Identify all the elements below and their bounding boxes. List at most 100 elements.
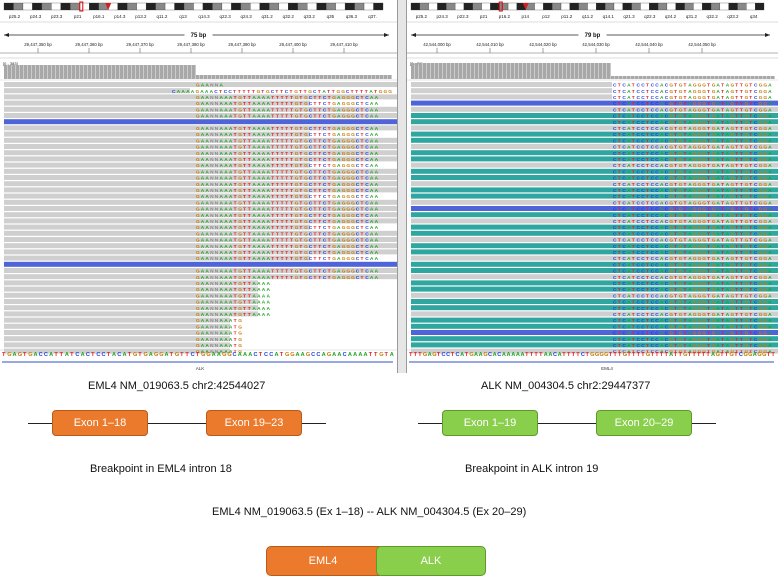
svg-text:A: A bbox=[229, 101, 233, 107]
svg-text:A: A bbox=[375, 256, 379, 262]
svg-text:C: C bbox=[655, 219, 659, 225]
svg-text:G: G bbox=[669, 194, 673, 200]
svg-text:T: T bbox=[735, 101, 738, 107]
svg-text:G: G bbox=[712, 349, 716, 355]
svg-text:T: T bbox=[735, 163, 738, 169]
svg-text:T: T bbox=[276, 101, 279, 107]
svg-text:A: A bbox=[229, 138, 233, 144]
svg-text:A: A bbox=[201, 238, 205, 244]
svg-text:A: A bbox=[660, 306, 664, 312]
svg-text:A: A bbox=[262, 275, 266, 281]
svg-text:A: A bbox=[267, 107, 271, 113]
svg-text:T: T bbox=[632, 213, 635, 219]
svg-text:T: T bbox=[248, 101, 251, 107]
svg-text:C: C bbox=[754, 120, 758, 126]
svg-text:T: T bbox=[646, 114, 649, 120]
svg-text:G: G bbox=[702, 281, 706, 287]
svg-text:G: G bbox=[669, 231, 673, 237]
svg-text:G: G bbox=[304, 163, 308, 169]
svg-text:T: T bbox=[299, 151, 302, 157]
svg-text:T: T bbox=[281, 145, 284, 151]
svg-text:C: C bbox=[309, 188, 313, 194]
svg-text:A: A bbox=[716, 331, 720, 337]
svg-text:A: A bbox=[716, 250, 720, 256]
svg-text:N: N bbox=[210, 275, 214, 281]
svg-text:A: A bbox=[768, 182, 772, 188]
svg-text:C: C bbox=[651, 324, 655, 330]
svg-text:T: T bbox=[740, 188, 743, 194]
svg-text:C: C bbox=[655, 213, 659, 219]
svg-text:G: G bbox=[745, 207, 749, 213]
svg-text:T: T bbox=[749, 262, 752, 268]
svg-text:A: A bbox=[768, 219, 772, 225]
svg-text:G: G bbox=[745, 83, 749, 89]
svg-text:G: G bbox=[763, 126, 767, 132]
svg-text:G: G bbox=[342, 101, 346, 107]
svg-text:N: N bbox=[215, 126, 219, 132]
svg-text:T: T bbox=[735, 349, 738, 355]
svg-text:C: C bbox=[553, 352, 557, 358]
svg-text:G: G bbox=[196, 293, 200, 299]
panel-divider[interactable] bbox=[397, 0, 407, 373]
svg-text:T: T bbox=[318, 182, 321, 188]
svg-text:T: T bbox=[271, 219, 274, 225]
svg-text:C: C bbox=[651, 151, 655, 157]
svg-text:G: G bbox=[238, 114, 242, 120]
svg-text:G: G bbox=[679, 250, 683, 256]
svg-text:G: G bbox=[745, 120, 749, 126]
svg-text:G: G bbox=[346, 231, 350, 237]
svg-text:G: G bbox=[731, 101, 735, 107]
cytoband-label: q34 bbox=[750, 14, 758, 19]
svg-text:T: T bbox=[749, 244, 752, 250]
svg-text:C: C bbox=[365, 200, 369, 206]
svg-text:A: A bbox=[627, 281, 631, 287]
svg-text:A: A bbox=[267, 225, 271, 231]
svg-text:A: A bbox=[205, 194, 209, 200]
svg-text:G: G bbox=[679, 324, 683, 330]
svg-text:A: A bbox=[660, 107, 664, 113]
svg-text:T: T bbox=[567, 352, 571, 358]
svg-text:G: G bbox=[712, 169, 716, 175]
svg-text:G: G bbox=[759, 151, 763, 157]
svg-text:T: T bbox=[674, 287, 677, 293]
svg-text:G: G bbox=[679, 151, 683, 157]
svg-text:A: A bbox=[688, 244, 692, 250]
svg-text:C: C bbox=[613, 231, 617, 237]
svg-text:T: T bbox=[180, 352, 184, 358]
svg-text:T: T bbox=[318, 157, 321, 163]
svg-text:G: G bbox=[763, 200, 767, 206]
svg-text:T: T bbox=[361, 169, 364, 175]
svg-text:A: A bbox=[726, 219, 730, 225]
svg-text:C: C bbox=[637, 225, 641, 231]
svg-text:A: A bbox=[257, 238, 261, 244]
svg-text:G: G bbox=[351, 114, 355, 120]
svg-text:C: C bbox=[365, 101, 369, 107]
svg-text:A: A bbox=[201, 225, 205, 231]
svg-text:G: G bbox=[304, 238, 308, 244]
svg-text:T: T bbox=[618, 306, 621, 312]
svg-text:T: T bbox=[318, 101, 321, 107]
svg-text:C: C bbox=[356, 132, 360, 138]
svg-text:C: C bbox=[613, 213, 617, 219]
svg-text:T: T bbox=[735, 343, 738, 349]
svg-text:T: T bbox=[674, 250, 677, 256]
svg-text:A: A bbox=[267, 200, 271, 206]
svg-text:C: C bbox=[637, 107, 641, 113]
svg-text:G: G bbox=[196, 151, 200, 157]
svg-text:A: A bbox=[660, 337, 664, 343]
svg-text:A: A bbox=[257, 151, 261, 157]
svg-text:G: G bbox=[238, 188, 242, 194]
svg-text:G: G bbox=[238, 256, 242, 262]
svg-text:T: T bbox=[740, 89, 743, 95]
svg-text:T: T bbox=[243, 157, 246, 163]
svg-text:A: A bbox=[660, 231, 664, 237]
svg-text:T: T bbox=[735, 182, 738, 188]
svg-text:G: G bbox=[745, 337, 749, 343]
svg-text:G: G bbox=[7, 352, 11, 358]
svg-text:T: T bbox=[740, 349, 743, 355]
svg-text:A: A bbox=[627, 287, 631, 293]
